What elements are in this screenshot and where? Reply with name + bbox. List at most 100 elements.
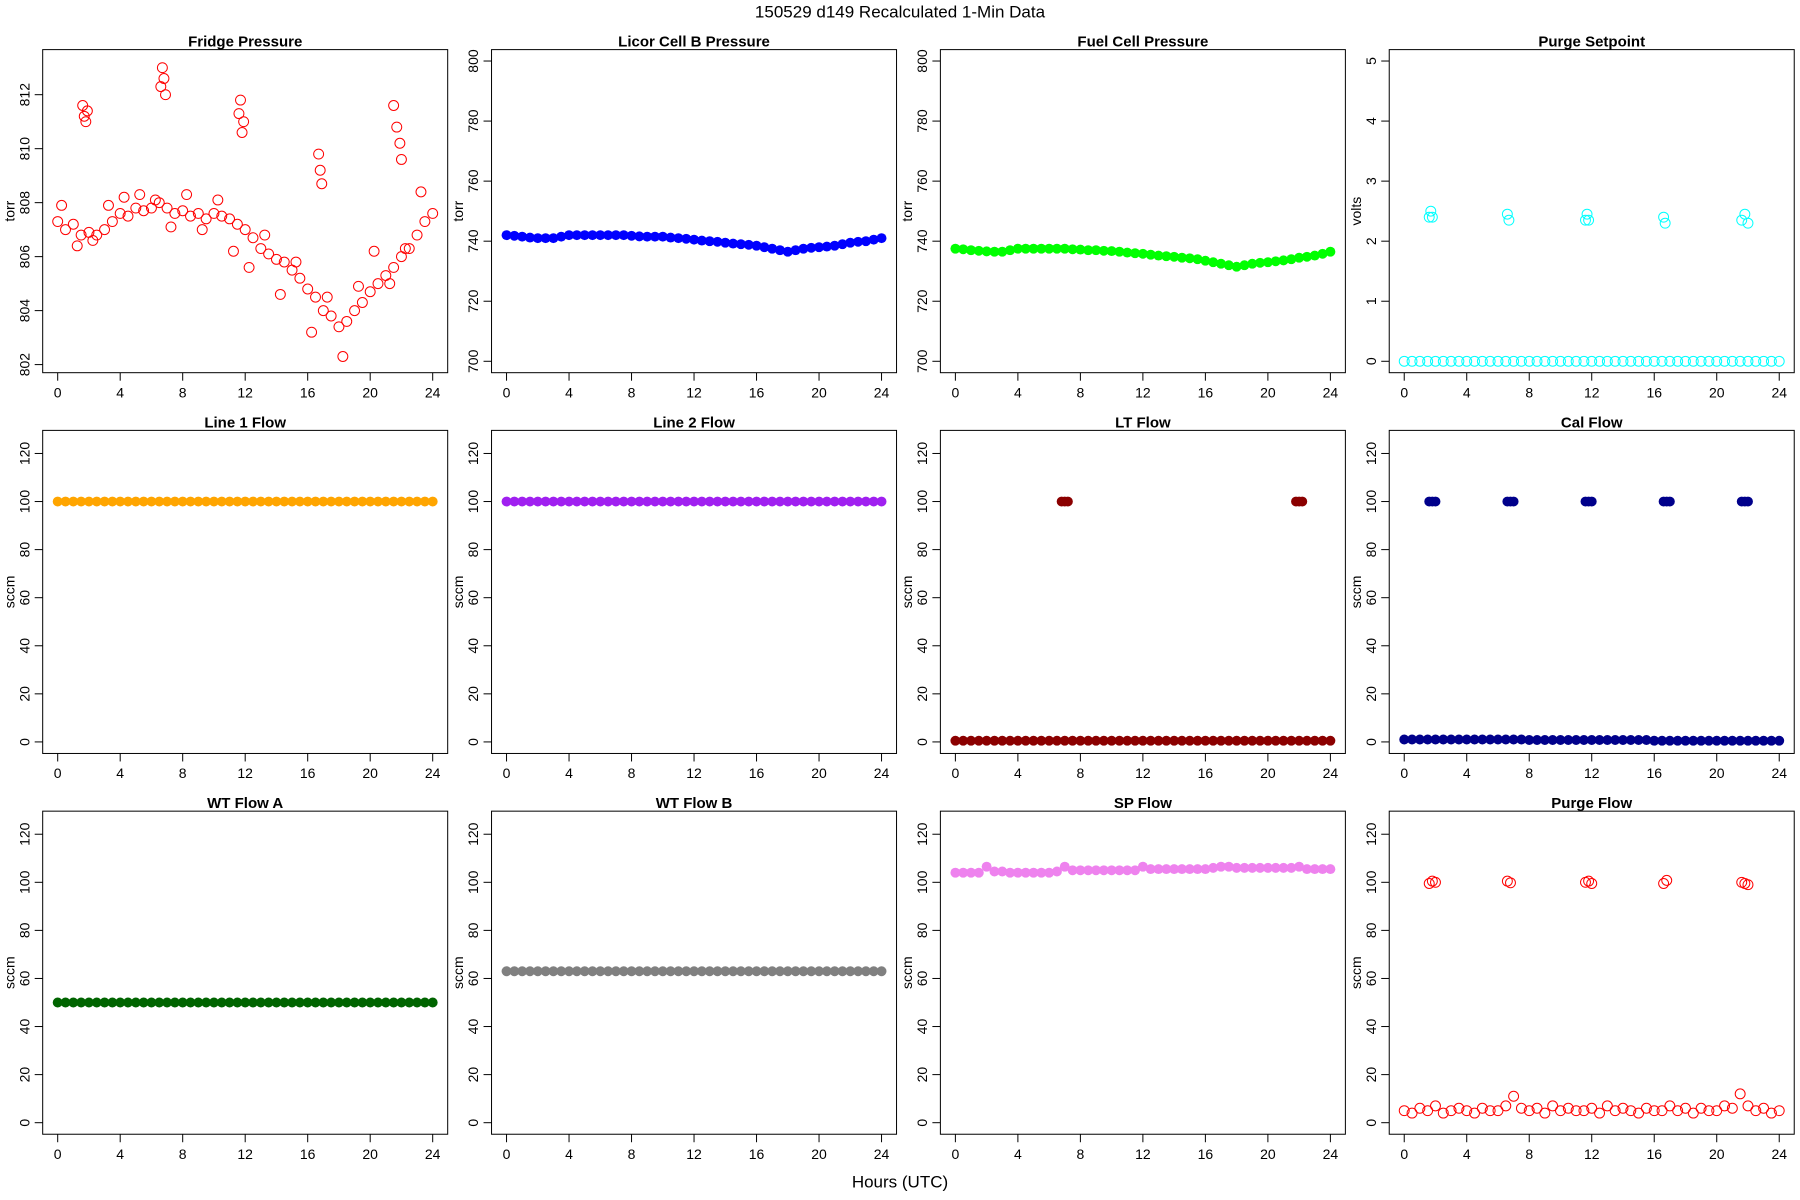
- data-point: [1091, 735, 1101, 746]
- data-point: [1742, 1100, 1754, 1112]
- data-point: [1531, 1102, 1543, 1114]
- plot-frame: [939, 810, 1346, 1135]
- data-point: [1524, 735, 1535, 745]
- data-point: [1231, 862, 1242, 873]
- data-point: [1617, 355, 1629, 367]
- data-point: [224, 997, 235, 1008]
- data-point: [419, 496, 430, 507]
- data-point: [302, 997, 313, 1008]
- x-tick-label: 12: [1584, 384, 1600, 400]
- data-point: [1586, 496, 1597, 507]
- panel-title: Licor Cell B Pressure: [618, 34, 770, 51]
- data-point: [1028, 243, 1039, 254]
- data-point: [673, 496, 684, 507]
- data-point: [196, 224, 208, 236]
- data-point: [1562, 1102, 1574, 1114]
- y-tick-label: 60: [1363, 590, 1379, 606]
- data-point: [399, 243, 411, 254]
- data-point: [1184, 735, 1195, 746]
- data-point: [1301, 735, 1312, 746]
- x-tick-label: 4: [1014, 1146, 1022, 1162]
- data-point: [1278, 862, 1289, 873]
- data-point: [1399, 734, 1410, 745]
- data-point: [1423, 878, 1435, 889]
- plot-frame: [491, 429, 898, 754]
- data-point: [427, 207, 439, 219]
- data-point: [821, 241, 832, 252]
- y-tick-label: 120: [1363, 822, 1379, 846]
- data-point: [290, 256, 302, 268]
- data-point: [728, 238, 739, 249]
- data-point: [1688, 735, 1699, 746]
- data-point: [829, 496, 840, 507]
- y-axis-label: sccm: [1, 576, 17, 609]
- data-point: [618, 496, 629, 507]
- x-tick-label: 12: [237, 1146, 253, 1162]
- data-point: [876, 496, 887, 507]
- data-point: [1200, 735, 1211, 746]
- data-point: [326, 997, 337, 1008]
- y-tick-label: 40: [16, 638, 32, 654]
- data-point: [364, 286, 376, 298]
- data-point: [1492, 1105, 1504, 1117]
- data-point: [1301, 251, 1312, 262]
- x-tick-label: 8: [628, 1146, 636, 1162]
- data-point: [146, 496, 157, 507]
- data-point: [665, 232, 676, 243]
- x-tick-label: 24: [425, 765, 441, 781]
- data-point: [868, 966, 879, 977]
- data-point: [1231, 261, 1242, 272]
- data-point: [123, 496, 133, 507]
- data-point: [404, 496, 415, 507]
- data-point: [673, 233, 684, 244]
- data-point: [1091, 245, 1101, 256]
- data-point: [365, 496, 376, 507]
- data-point: [579, 496, 590, 507]
- data-point: [87, 234, 99, 246]
- y-tick-label: 2: [1363, 237, 1379, 245]
- y-tick-label: 100: [1363, 870, 1379, 894]
- data-point: [1067, 244, 1078, 255]
- data-point: [91, 496, 102, 507]
- data-point: [169, 997, 180, 1008]
- data-point: [1028, 867, 1039, 878]
- data-point: [579, 966, 590, 977]
- data-point: [1297, 496, 1308, 507]
- x-tick-label: 20: [811, 384, 827, 400]
- data-point: [1516, 734, 1527, 745]
- data-point: [681, 966, 692, 977]
- data-point: [845, 496, 856, 507]
- data-point: [1437, 1107, 1449, 1119]
- y-tick-label: 4: [1363, 117, 1379, 125]
- y-tick-label: 20: [465, 1067, 481, 1083]
- data-point: [83, 496, 94, 507]
- data-point: [1523, 355, 1535, 367]
- data-point: [1562, 355, 1574, 367]
- data-point: [1617, 1102, 1629, 1114]
- data-point: [1758, 1102, 1770, 1114]
- data-point: [1658, 211, 1670, 223]
- x-tick-label: 0: [503, 1146, 511, 1162]
- data-point: [1703, 355, 1715, 367]
- x-tick-label: 4: [116, 384, 124, 400]
- data-point: [759, 496, 770, 507]
- data-point: [349, 496, 360, 507]
- data-point: [571, 230, 582, 241]
- data-point: [1044, 735, 1055, 746]
- x-tick-label: 16: [1646, 384, 1662, 400]
- y-tick-label: 1: [1363, 297, 1379, 305]
- data-point: [395, 154, 407, 165]
- data-point: [1765, 1107, 1777, 1119]
- data-point: [517, 966, 528, 977]
- data-point: [1114, 735, 1125, 746]
- data-point: [853, 236, 864, 247]
- data-point: [681, 233, 692, 244]
- data-point: [1633, 735, 1644, 745]
- panel-title: Line 2 Flow: [653, 414, 735, 431]
- data-point: [1743, 496, 1753, 507]
- data-point: [1664, 1100, 1676, 1112]
- data-point: [735, 966, 746, 977]
- x-tick-label: 20: [1260, 1146, 1276, 1162]
- data-point: [1719, 355, 1731, 367]
- data-point: [712, 496, 723, 507]
